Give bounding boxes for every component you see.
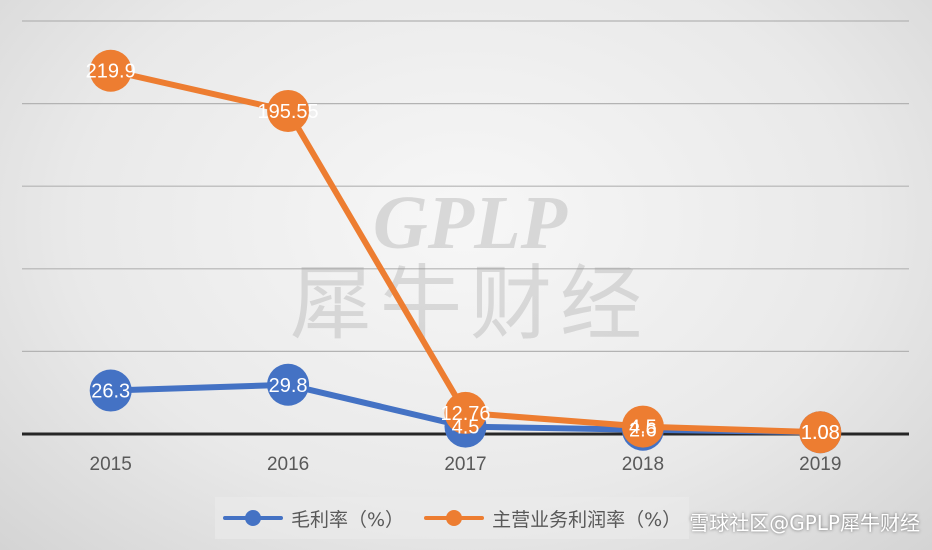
x-axis-ticks: 2015 2016 2017 2018 2019 [90,454,842,475]
data-label: 26.3 [91,381,130,403]
x-tick-label: 2015 [90,454,132,475]
x-tick-label: 2016 [267,454,309,475]
data-label: 12.76 [440,403,490,425]
legend: 毛利率（%） 主营业务利润率（%） [215,497,690,539]
data-point-marker [621,405,664,448]
legend-item-gross-margin: 毛利率（%） [223,505,404,532]
legend-label-gross-margin: 毛利率（%） [291,508,405,531]
data-label: 29.8 [269,375,308,397]
data-point-marker [89,49,132,92]
source-watermark: 雪球社区@GPLP犀牛财经 [689,511,920,535]
data-label: 1.08 [801,422,840,444]
data-point-marker [444,391,487,434]
x-tick-label: 2017 [444,454,486,475]
data-point-marker [267,363,310,406]
data-label: 4.5 [452,417,480,439]
data-label: 219.9 [86,61,136,83]
data-label: 2.6 [629,420,657,442]
data-point-marker [89,369,132,412]
legend-label-main-business-margin: 主营业务利润率（%） [492,508,682,531]
series-layer [89,49,842,454]
x-tick-label: 2019 [799,454,841,475]
data-point-marker [799,411,842,454]
watermark-latin: GPLP [373,181,568,265]
legend-swatch-gross-margin [223,510,283,526]
gridlines [22,20,909,352]
x-tick-label: 2018 [622,454,664,475]
data-label: 1.08 [801,422,840,444]
data-label: 195.55 [258,101,319,123]
legend-swatch-main-business-margin [424,510,485,526]
data-label: 4.5 [629,417,657,439]
data-point-marker [267,89,310,132]
legend-item-main-business-margin: 主营业务利润率（%） [424,505,681,532]
watermark-chinese: 犀牛财经 [290,257,650,352]
